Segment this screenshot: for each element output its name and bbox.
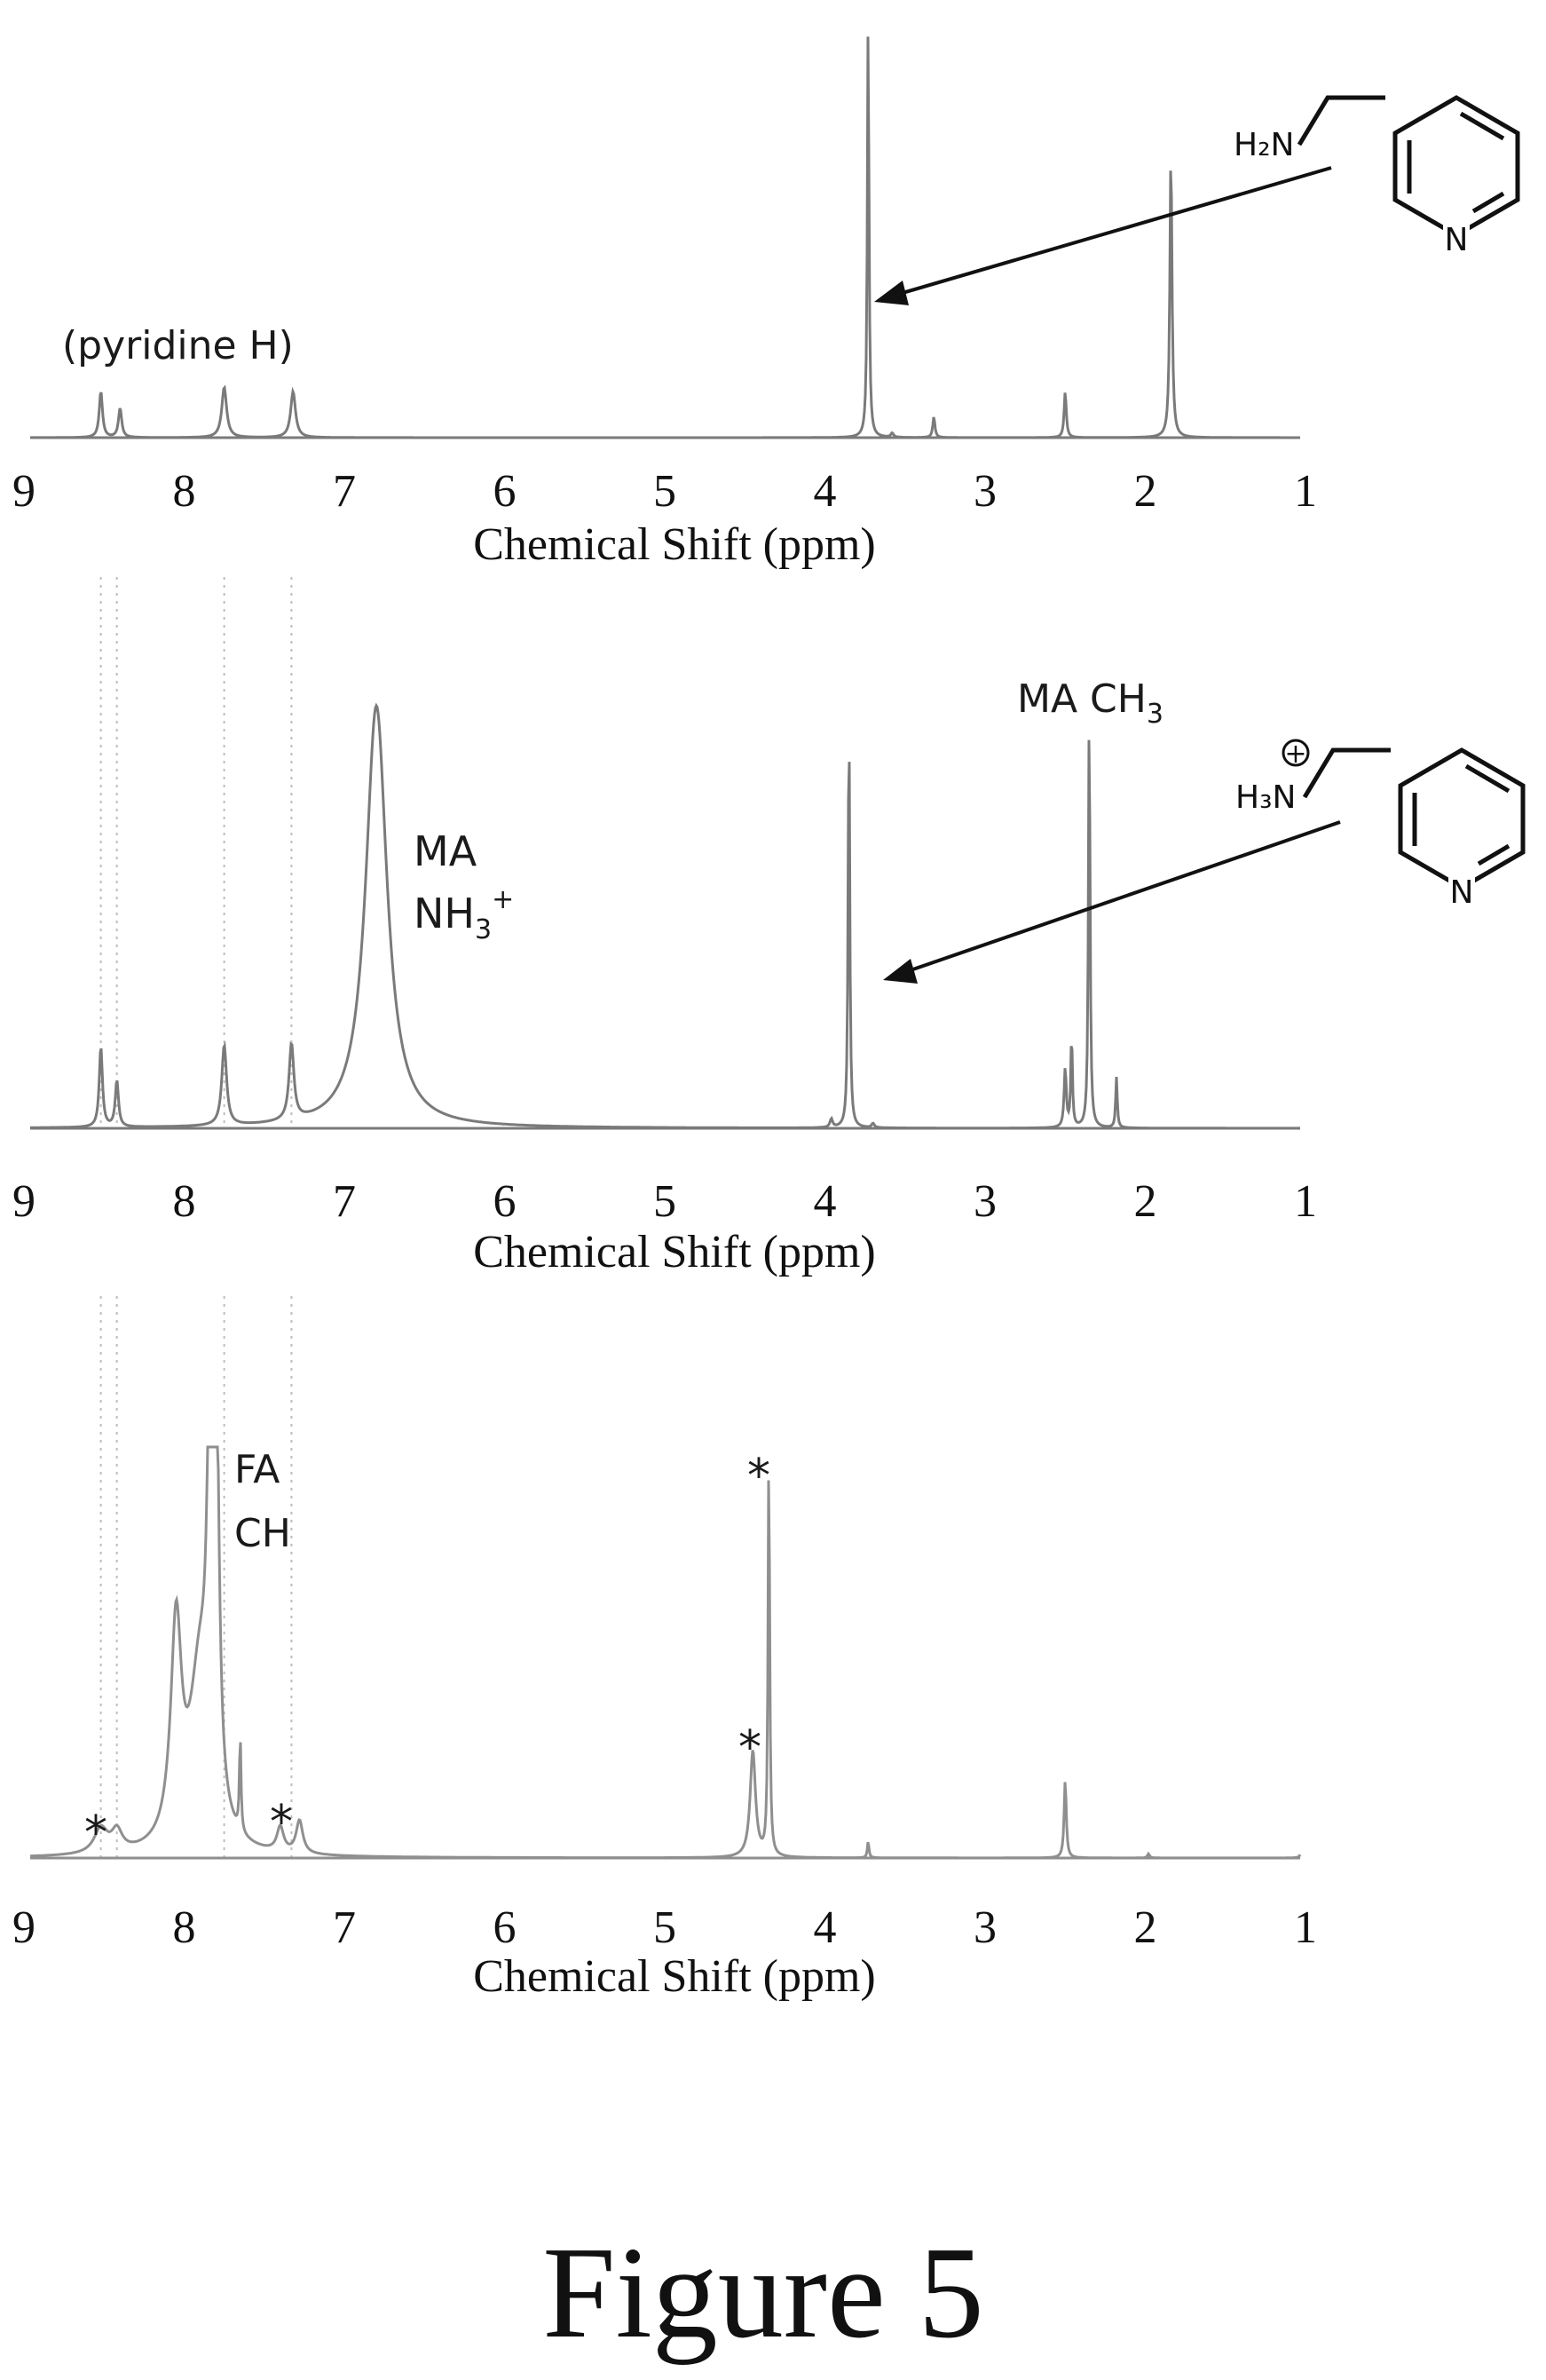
x-tick-label: 8 bbox=[173, 466, 196, 517]
x-tick-label: 4 bbox=[814, 1176, 837, 1227]
x-tick-label: 3 bbox=[974, 1176, 997, 1227]
panel-3-x-axis-label: Chemical Shift (ppm) bbox=[473, 1951, 875, 2002]
panel-3-guides bbox=[99, 1296, 293, 1858]
panel-1-x-axis-label: Chemical Shift (ppm) bbox=[473, 519, 875, 570]
x-tick-label: 6 bbox=[493, 1902, 517, 1953]
x-tick-label: 6 bbox=[493, 466, 517, 517]
panel-2-x-axis-label: Chemical Shift (ppm) bbox=[473, 1227, 875, 1277]
x-tick-label: 9 bbox=[12, 466, 35, 517]
asterisk-marker: * bbox=[270, 1796, 293, 1849]
molecule-ring-double-bond bbox=[1464, 763, 1511, 794]
molecule-ring-n: N bbox=[1450, 874, 1474, 911]
asterisk-marker: * bbox=[738, 1721, 761, 1775]
molecule-ring-double-bond bbox=[1471, 191, 1505, 214]
figure-title: Figure 5 bbox=[542, 2220, 983, 2366]
arrow-shaft-panel-2 bbox=[904, 820, 1341, 974]
panel-3: 9 8 7 6 5 4 3 2 1 Chemical Shift (ppm) FA CH * *… bbox=[12, 1296, 1317, 2002]
x-tick-label: 7 bbox=[333, 466, 356, 517]
asterisk-marker: * bbox=[84, 1807, 107, 1860]
panel-3-tick-labels: 9 8 7 6 5 4 3 2 1 bbox=[12, 1902, 1317, 1953]
molecule-n-mask bbox=[1443, 220, 1470, 250]
x-tick-label: 9 bbox=[12, 1902, 35, 1953]
molecule-charge-circle bbox=[1282, 739, 1310, 767]
x-tick-label: 8 bbox=[173, 1902, 196, 1953]
molecule-chain bbox=[1302, 747, 1391, 799]
x-tick-label: 7 bbox=[333, 1176, 356, 1227]
annotation-ma-nh3-sup: + bbox=[492, 884, 514, 915]
x-tick-label: 8 bbox=[173, 1176, 196, 1227]
x-tick-label: 5 bbox=[653, 466, 676, 517]
annotation-ma-ch3: MA CH3 bbox=[1017, 676, 1163, 730]
x-tick-label: 2 bbox=[1134, 1902, 1157, 1953]
molecule-amine-label: H₂N bbox=[1234, 127, 1294, 163]
annotation-fa-ch-line1: FA bbox=[234, 1447, 280, 1492]
x-tick-label: 9 bbox=[12, 1176, 35, 1227]
molecule-ring-double-bond bbox=[1477, 843, 1511, 866]
arrow-head-panel-2 bbox=[883, 959, 918, 984]
panel-2-tick-labels: 9 8 7 6 5 4 3 2 1 bbox=[12, 1176, 1317, 1227]
annotation-ma-nh3-line2: NH3+ bbox=[414, 884, 514, 945]
molecule-charge: + bbox=[1284, 739, 1306, 770]
panel-2-spectrum-line bbox=[30, 702, 1300, 1130]
x-tick-label: 3 bbox=[974, 466, 997, 517]
x-tick-label: 1 bbox=[1294, 1176, 1317, 1227]
annotation-ma-nh3-sub: 3 bbox=[475, 914, 492, 945]
x-tick-label: 2 bbox=[1134, 466, 1157, 517]
panel-1-spectrum-line bbox=[30, 36, 1300, 439]
panel-1: 9 8 7 6 5 4 3 2 1 Chemical Shift (ppm) (pyridine… bbox=[12, 36, 1520, 570]
annotation-ma-nh3-line1: MA bbox=[414, 827, 477, 875]
arrow-head-panel-1 bbox=[874, 281, 909, 305]
x-tick-label: 2 bbox=[1134, 1176, 1157, 1227]
annotation-fa-ch-line2: CH bbox=[234, 1511, 291, 1556]
molecule-3-picolylammonium: H₃N + N bbox=[1235, 739, 1526, 911]
molecule-amine-label: H₃N bbox=[1235, 779, 1296, 816]
molecule-ring-double-bond bbox=[1459, 111, 1505, 141]
x-tick-label: 7 bbox=[333, 1902, 356, 1953]
x-tick-label: 1 bbox=[1294, 1902, 1317, 1953]
annotation-ma-ch3-sub: 3 bbox=[1147, 699, 1163, 730]
annotation-ma-nh3-nh: NH bbox=[414, 890, 475, 937]
molecule-chain bbox=[1297, 95, 1385, 146]
arrow-shaft-panel-1 bbox=[895, 166, 1332, 297]
molecule-pyridine-ring bbox=[1398, 747, 1526, 890]
x-tick-label: 3 bbox=[974, 1902, 997, 1953]
annotation-pyridine-h: (pyridine H) bbox=[62, 323, 294, 368]
x-tick-label: 6 bbox=[493, 1176, 517, 1227]
panel-1-tick-labels: 9 8 7 6 5 4 3 2 1 bbox=[12, 466, 1317, 517]
x-tick-label: 4 bbox=[814, 1902, 837, 1953]
molecule-3-picolylamine: H₂N N bbox=[1234, 95, 1520, 258]
x-tick-label: 5 bbox=[653, 1902, 676, 1953]
molecule-pyridine-ring bbox=[1392, 95, 1520, 238]
panel-2-guides bbox=[99, 577, 293, 1128]
x-tick-label: 1 bbox=[1294, 466, 1317, 517]
panel-3-spectrum-line bbox=[30, 1445, 1302, 1860]
annotation-ma-nh3: MA bbox=[414, 827, 477, 875]
molecule-n-mask bbox=[1448, 873, 1475, 903]
annotation-ma-ch3-text: MA CH bbox=[1017, 676, 1147, 722]
asterisk-marker: * bbox=[747, 1450, 770, 1503]
x-tick-label: 5 bbox=[653, 1176, 676, 1227]
x-tick-label: 4 bbox=[814, 466, 837, 517]
molecule-ring-n: N bbox=[1445, 222, 1469, 258]
